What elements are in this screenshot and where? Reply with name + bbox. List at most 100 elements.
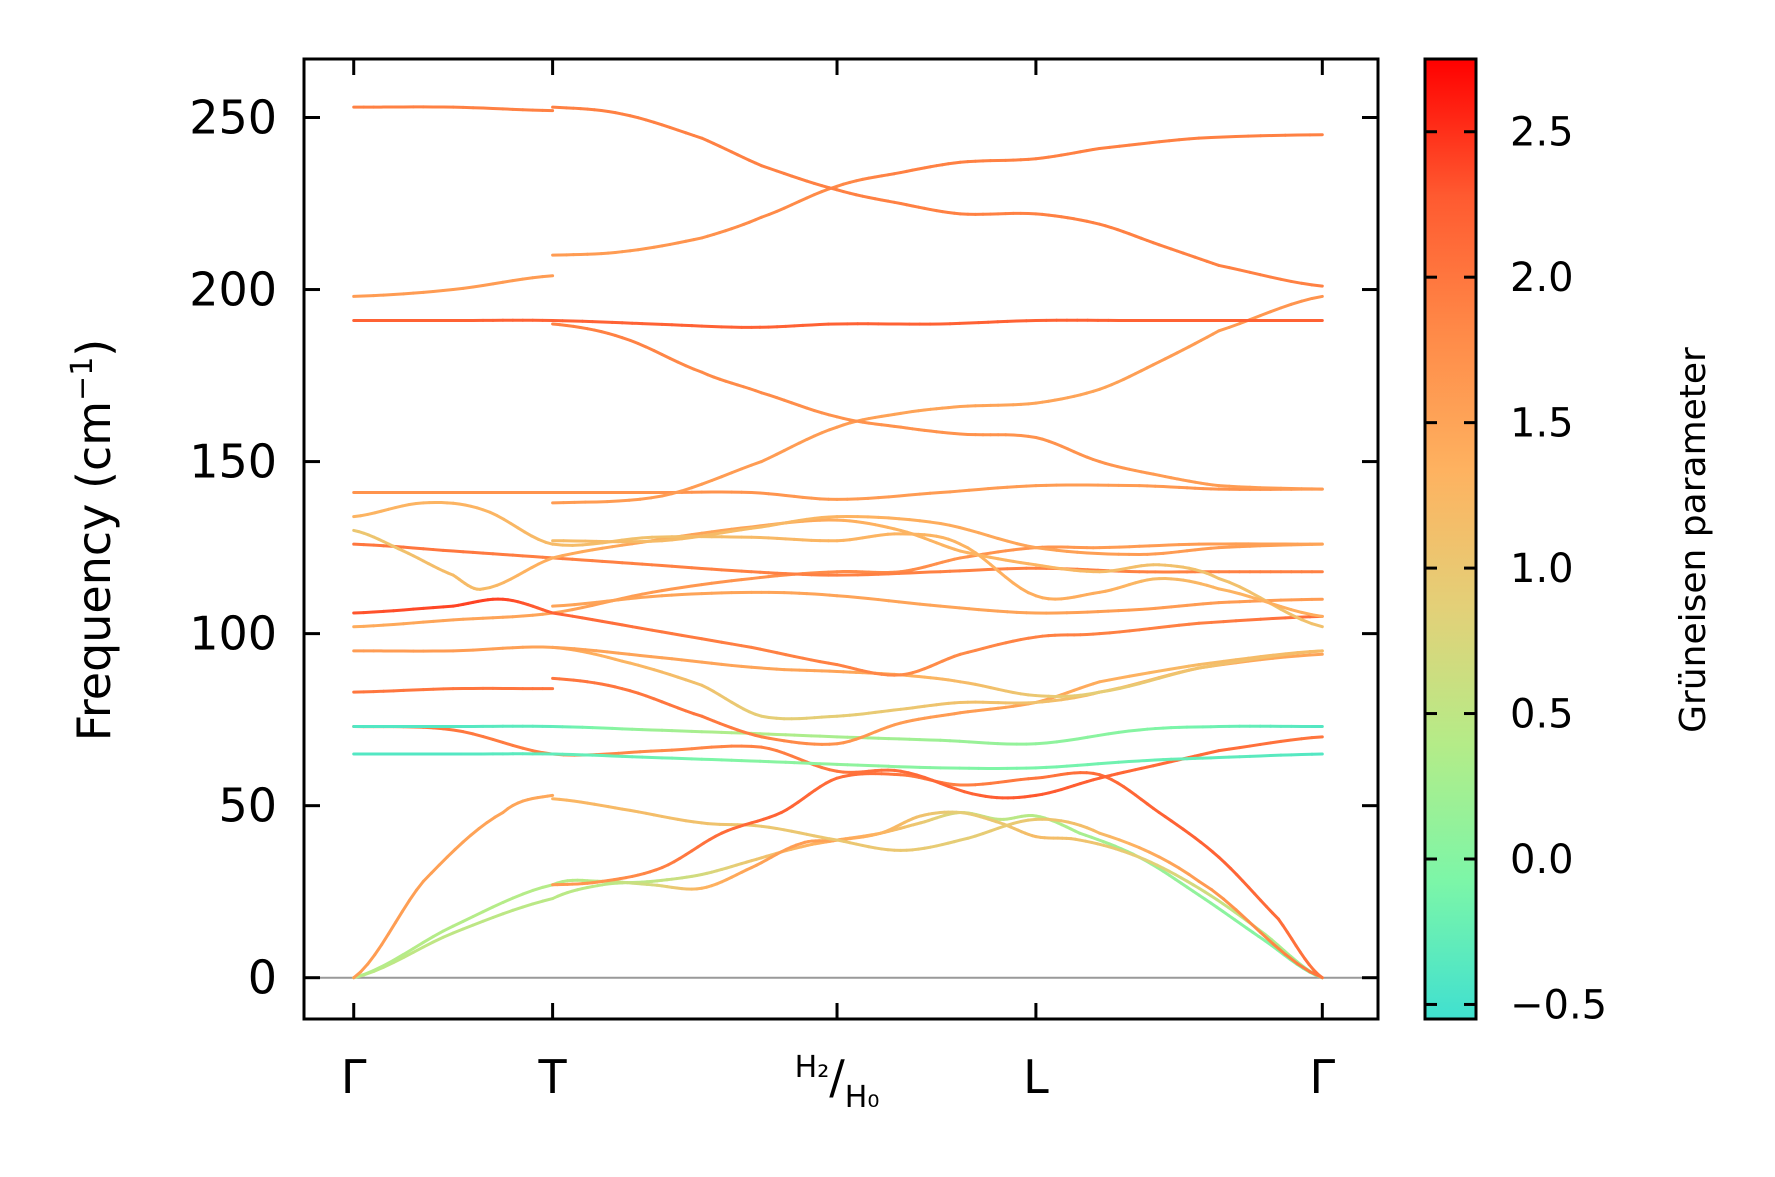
band-segment	[441, 604, 455, 609]
band-segment	[640, 535, 654, 540]
band-segment	[730, 663, 744, 668]
band-segment	[967, 528, 981, 535]
band-branch-141	[352, 483, 1324, 501]
band-segment	[531, 555, 545, 559]
band-segment	[866, 496, 880, 500]
band-segment	[1177, 622, 1191, 627]
band-segment	[372, 543, 386, 548]
band-segment	[680, 535, 694, 541]
band-segment	[362, 543, 376, 547]
band-branch-127	[551, 515, 1324, 556]
band-segment	[720, 579, 734, 584]
band-segment	[511, 553, 525, 558]
y-tick-label: 150	[189, 435, 277, 489]
colorbar-tick-label: 0.5	[1510, 692, 1574, 738]
band-segment	[511, 892, 525, 900]
band-segment	[1177, 664, 1191, 670]
band-segment	[1137, 679, 1151, 686]
band-segment	[521, 554, 535, 559]
band-segment	[1296, 650, 1312, 655]
band-segment	[1117, 608, 1131, 613]
band-segment	[531, 612, 545, 617]
y-axis-label-main: Frequency (cm	[67, 401, 121, 741]
band-segment	[650, 589, 664, 594]
y-tick-label: 200	[189, 263, 277, 317]
band-segment	[561, 608, 574, 613]
band-segment	[1248, 314, 1262, 322]
band-segment	[740, 569, 753, 574]
band-segment	[1157, 139, 1171, 144]
band-segment	[590, 541, 604, 546]
band-segment	[531, 275, 545, 280]
band-segment	[1044, 547, 1059, 552]
band-segment	[1222, 897, 1238, 912]
band-segment	[876, 495, 891, 500]
band-segment	[835, 594, 849, 599]
band-segment	[670, 564, 684, 569]
band-segment	[740, 463, 753, 471]
band-segment	[1187, 872, 1201, 883]
band-segment	[986, 486, 1000, 491]
band-segment	[928, 491, 942, 495]
band-segment	[477, 821, 489, 831]
band-segment	[630, 561, 644, 566]
band-segment	[1271, 653, 1287, 658]
band-segment	[638, 496, 653, 501]
band-segment	[1269, 601, 1283, 609]
band-segment	[986, 534, 1000, 540]
band-segment	[1289, 299, 1304, 306]
band-segment	[1209, 662, 1226, 668]
band-segment	[670, 747, 684, 752]
band-segment	[649, 655, 664, 660]
band-segment	[471, 550, 485, 555]
band-segment	[649, 539, 664, 543]
band-segment	[627, 596, 642, 601]
band-segment	[1271, 616, 1287, 621]
band-segment	[461, 915, 475, 923]
band-segment	[541, 897, 555, 903]
band-segment	[583, 600, 598, 606]
colorbar-tick-label: −0.5	[1510, 982, 1607, 1028]
band-segment	[372, 964, 386, 973]
band-segment	[627, 750, 642, 755]
band-segment	[989, 562, 1000, 573]
band-segment	[461, 833, 473, 844]
band-segment	[431, 929, 445, 939]
band-segment	[521, 613, 535, 618]
band-segment	[1055, 764, 1069, 769]
band-segment	[605, 751, 620, 756]
band-segment	[451, 728, 465, 734]
band-segment	[967, 607, 981, 612]
band-segment	[471, 648, 485, 652]
band-segment	[600, 545, 614, 550]
band-segment	[401, 545, 415, 550]
band-segment	[670, 537, 684, 542]
band-segment	[918, 491, 932, 496]
band-segment	[1227, 266, 1242, 272]
band-segment	[1279, 302, 1293, 310]
band-segment	[501, 908, 515, 916]
band-segment	[730, 528, 744, 533]
band-segment	[866, 596, 880, 602]
band-segment	[710, 531, 724, 536]
band-segment	[1310, 735, 1324, 740]
band-segment	[690, 531, 704, 537]
band-segment	[938, 490, 952, 495]
band-segment	[387, 921, 397, 936]
band-segment	[583, 648, 598, 653]
band-segment	[1157, 855, 1171, 864]
band-segment	[1238, 585, 1252, 594]
band-segment	[1259, 654, 1275, 660]
band-segment	[580, 542, 594, 547]
band-branch-96	[551, 645, 1324, 698]
band-segment	[1310, 613, 1324, 618]
band-segment	[531, 749, 545, 755]
band-segment	[1234, 908, 1250, 923]
x-ticks: Γ T H₂/H₀ L Γ	[341, 59, 1335, 1115]
band-segment	[531, 885, 545, 892]
band-segment	[491, 912, 505, 919]
band-segment	[1096, 609, 1110, 614]
band-branch-108	[551, 590, 1324, 615]
band-segment	[973, 551, 985, 560]
band-segment	[630, 625, 644, 630]
